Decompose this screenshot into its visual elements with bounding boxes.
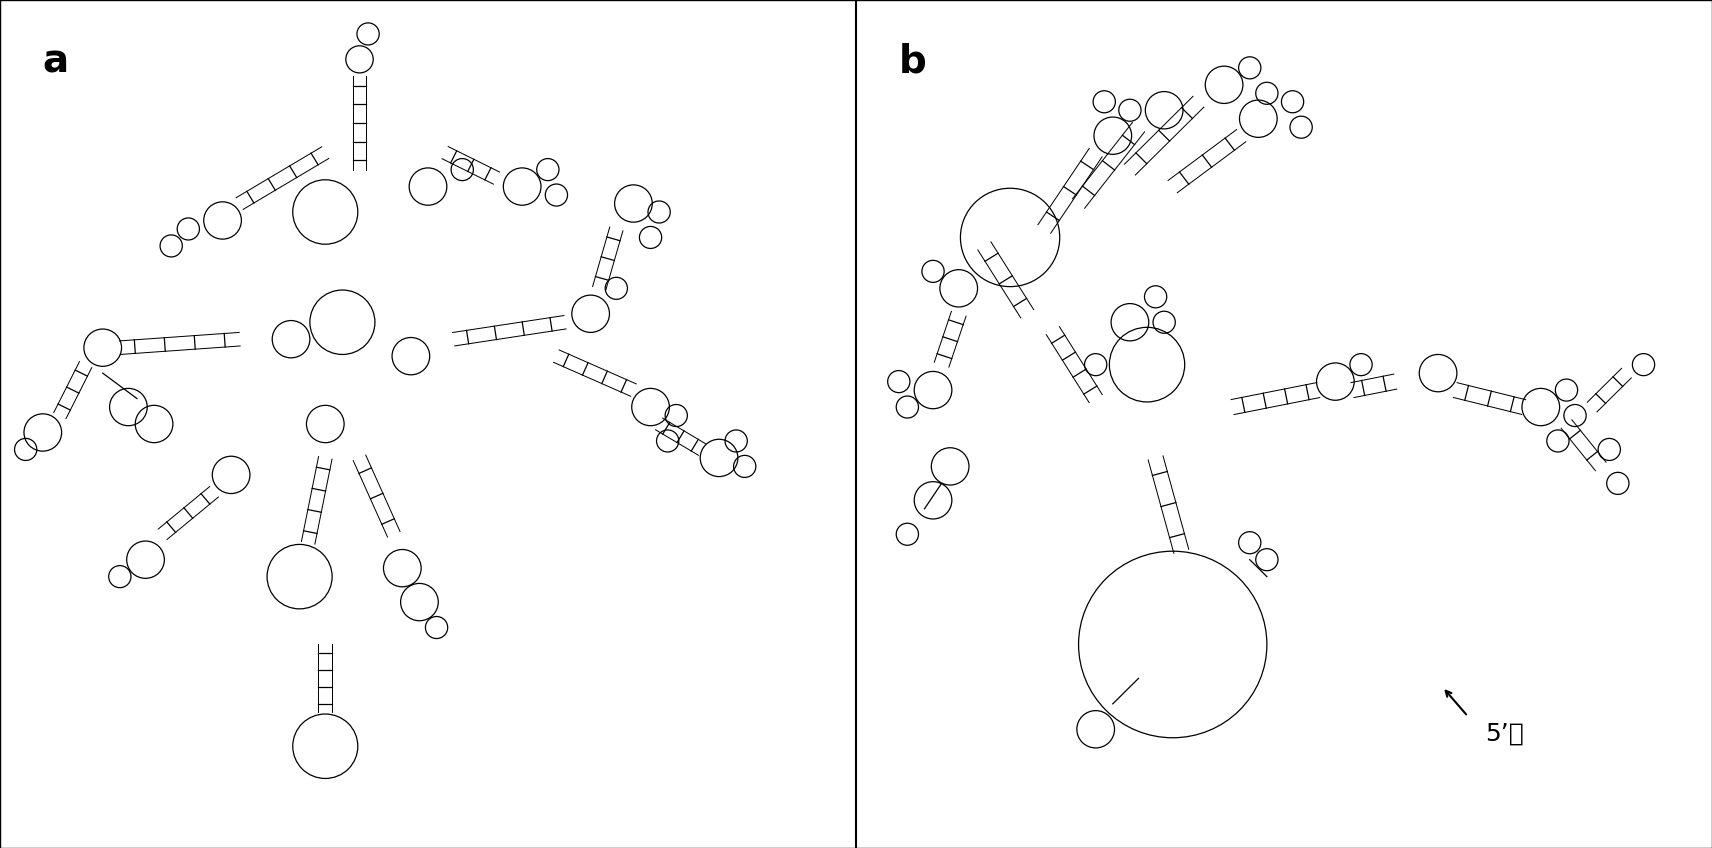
Text: a: a <box>43 42 68 81</box>
Text: 5’端: 5’端 <box>1484 722 1524 745</box>
Text: b: b <box>899 42 926 81</box>
